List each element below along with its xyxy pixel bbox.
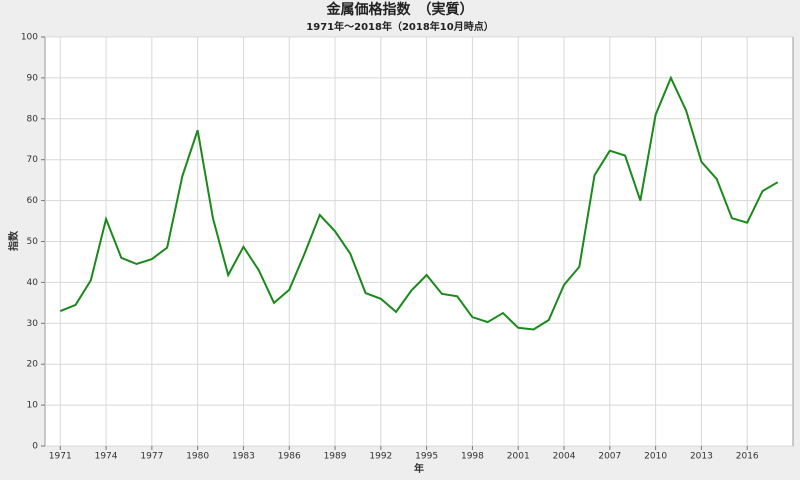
y-tick-label: 80	[27, 114, 39, 124]
y-tick-label: 100	[21, 33, 38, 43]
x-axis-label: 年	[414, 462, 424, 475]
x-tick-label: 2013	[690, 452, 713, 462]
y-tick-label: 30	[27, 319, 39, 329]
y-tick-label: 0	[32, 442, 38, 452]
x-tick-label: 1974	[95, 452, 118, 462]
y-axis-label: 指数	[7, 230, 20, 251]
x-tick-label: 1977	[140, 452, 163, 462]
y-tick-label: 60	[27, 196, 39, 206]
y-tick-label: 70	[27, 155, 39, 165]
x-tick-label: 1980	[186, 452, 209, 462]
y-tick-label: 10	[27, 401, 39, 411]
x-tick-label: 1992	[369, 452, 392, 462]
x-tick-label: 2001	[507, 452, 530, 462]
x-tick-label: 1983	[232, 452, 255, 462]
x-tick-label: 1995	[415, 452, 438, 462]
y-tick-label: 90	[27, 73, 39, 83]
y-tick-label: 20	[27, 360, 39, 370]
x-tick-label: 1971	[49, 452, 72, 462]
y-tick-label: 50	[27, 237, 39, 247]
chart-title: 金属価格指数 （実質）	[326, 1, 474, 18]
x-tick-label: 2004	[553, 452, 576, 462]
x-tick-label: 2016	[736, 452, 759, 462]
x-tick-label: 1989	[324, 452, 347, 462]
x-tick-label: 2007	[598, 452, 621, 462]
y-tick-label: 40	[27, 278, 39, 288]
x-tick-label: 2010	[644, 452, 667, 462]
line	[59, 75, 779, 331]
x-tick-label: 1986	[278, 452, 301, 462]
chart-subtitle: 1971年～2018年（2018年10月時点）	[306, 20, 493, 33]
x-tick-label: 1998	[461, 452, 484, 462]
